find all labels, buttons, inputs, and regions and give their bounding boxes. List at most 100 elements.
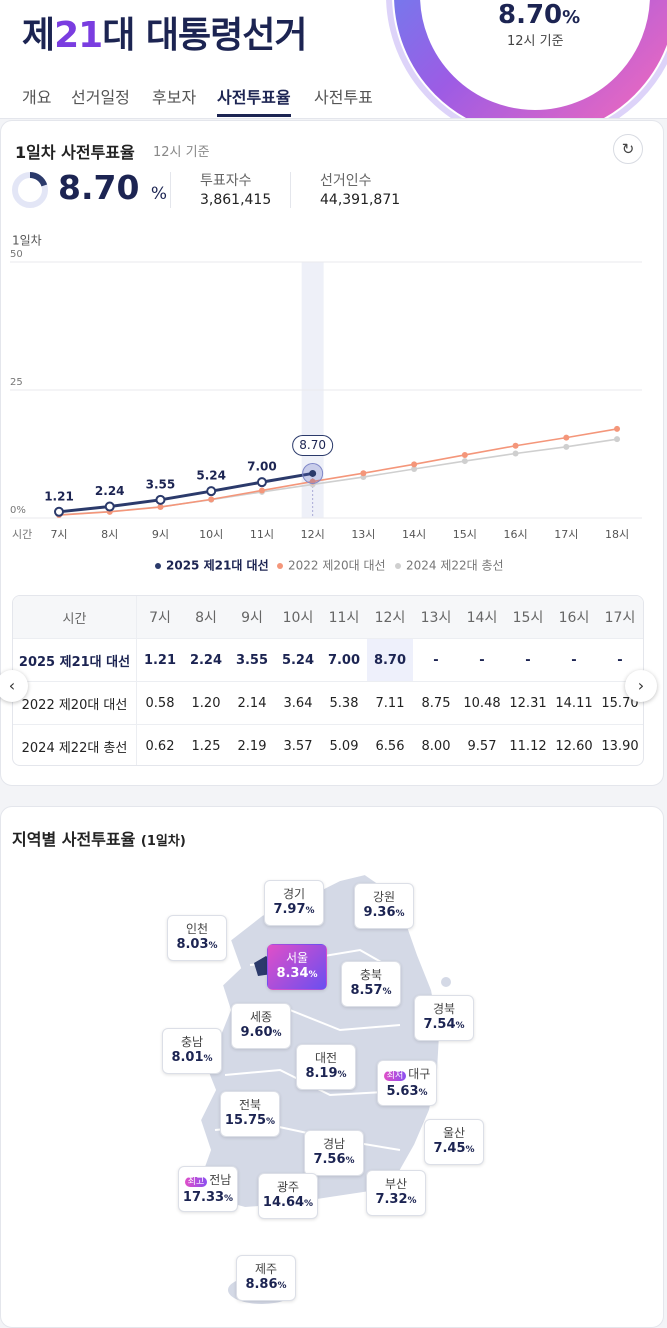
donut <box>12 171 48 208</box>
point <box>258 487 265 494</box>
region-box: 광주 14.64% <box>258 1173 318 1219</box>
region-name-row: 경북 <box>415 1002 473 1016</box>
region-name: 전남 <box>209 1173 232 1187</box>
region-value: 8.19% <box>297 1065 355 1084</box>
value-label: 3.55 <box>146 477 176 491</box>
region-name: 울산 <box>442 1126 466 1140</box>
value-label: 5.24 <box>196 469 226 483</box>
region-name: 인천 <box>185 922 209 936</box>
voters-label: 투표자수 <box>200 173 252 189</box>
nav-tab[interactable]: 후보자 <box>152 88 197 107</box>
region-value-number: 5.63 <box>386 1084 419 1099</box>
region-value: 7.56% <box>305 1151 363 1170</box>
region-box: 부산 7.32% <box>366 1170 426 1216</box>
page-title: 제21대 대통령선거 <box>22 6 308 58</box>
nav-tab[interactable]: 선거일정 <box>71 88 130 107</box>
table-col-header: 10시 <box>275 596 321 639</box>
row-label: 2024 제22대 총선 <box>13 724 137 765</box>
point <box>563 443 570 450</box>
region-value: 8.01% <box>163 1049 221 1068</box>
region-name-row: 서울 <box>268 951 326 965</box>
region-box: 경남 7.56% <box>304 1130 364 1176</box>
region-value: 5.63% <box>378 1083 436 1102</box>
region-unit: % <box>455 1021 465 1031</box>
electorate-value: 44,391,871 <box>320 192 401 208</box>
series-line <box>58 428 618 516</box>
region-box: 울산 7.45% <box>424 1119 484 1165</box>
region-value-number: 8.01 <box>171 1050 204 1065</box>
table-wrap: 시간 7시 8시 9시 10시 11시 12시 13시 14시 15시 16시 17시 2025 제21… <box>12 595 644 766</box>
nav-tab[interactable]: 사전투표 <box>314 88 373 107</box>
value-pill <box>292 434 334 456</box>
x-tick-label: 9시 <box>152 528 169 541</box>
series-line <box>58 471 313 514</box>
region-value: 15.75% <box>221 1112 279 1131</box>
region-value: 7.45% <box>425 1140 483 1159</box>
nav-tab[interactable]: 개요 <box>22 88 52 107</box>
nav-tab[interactable]: 사전투표율 <box>217 84 291 117</box>
region-value: 9.60% <box>232 1024 290 1043</box>
value-label: 7.00 <box>247 460 277 474</box>
x-tick-label: 8시 <box>101 528 118 541</box>
title-number: 21 <box>54 15 103 56</box>
table-cell: 2.14 <box>229 681 275 725</box>
region-value-number: 7.54 <box>423 1017 456 1032</box>
table-cell: 11.12 <box>505 724 551 765</box>
table-cell: 8.75 <box>413 681 459 725</box>
rate-unit: % <box>562 7 581 28</box>
region-name: 제주 <box>254 1262 278 1276</box>
region-unit: % <box>345 1156 355 1166</box>
card-title: 1일차 사전투표율 <box>15 143 135 162</box>
region-box: 서울 8.34% <box>267 944 327 990</box>
region-value-number: 15.75 <box>224 1113 267 1128</box>
table-cell: 0.58 <box>136 681 183 725</box>
table-cell: 8.00 <box>413 724 459 765</box>
table-cell: 2.24 <box>183 638 229 682</box>
table-cell: 0.62 <box>136 724 183 765</box>
refresh-button[interactable]: ↻ <box>613 134 643 164</box>
region-value-number: 14.64 <box>262 1195 305 1210</box>
scroll-left[interactable]: ‹ <box>0 670 28 702</box>
region-value-number: 8.57 <box>350 983 383 998</box>
x-tick-label: 18시 <box>605 528 629 541</box>
header: 제21대 대통령선거 8.70% 12시 기준 개요 선거일정 후보자 사전투표율 사전… <box>0 0 667 119</box>
region-name: 강원 <box>372 890 396 904</box>
table-row: 2024 제22대 총선 0.62 1.25 2.19 3.57 5.09 6.56 8.00… <box>13 724 643 765</box>
region-name-row: 충남 <box>163 1035 221 1049</box>
region-value-number: 7.32 <box>375 1192 408 1207</box>
y-tick-label: 0% <box>10 505 26 516</box>
title-part: 대 대통령선거 <box>102 15 307 56</box>
region-box: 강원 9.36% <box>354 883 414 929</box>
table-col-header: 15시 <box>505 596 551 639</box>
region-value-number: 7.97 <box>273 902 306 917</box>
table-cell: - <box>505 638 551 682</box>
point <box>461 451 468 458</box>
point <box>256 477 267 488</box>
table-col-header: 9시 <box>229 596 275 639</box>
legend-swatch <box>277 563 283 569</box>
table-header: 시간 <box>13 596 137 639</box>
region-name-row: 울산 <box>425 1126 483 1140</box>
region-unit: % <box>224 1194 234 1204</box>
legend-label: 2024 제22대 총선 <box>406 559 504 573</box>
summary-rate: 8.70 % <box>58 168 167 207</box>
point <box>208 496 215 503</box>
point <box>512 442 519 449</box>
table-row: 2025 제21대 대선 1.21 2.24 3.55 5.24 7.00 8.70- - - -… <box>13 638 643 682</box>
row-label: 2025 제21대 대선 <box>13 638 137 682</box>
point <box>614 425 621 432</box>
point <box>309 469 317 477</box>
region-name: 대구 <box>408 1067 431 1081</box>
x-tick-label: 11시 <box>250 528 274 541</box>
scroll-right[interactable]: › <box>625 670 657 702</box>
region-name: 대전 <box>314 1051 338 1065</box>
table-col-header: 13시 <box>413 596 459 639</box>
value-label: 2.24 <box>95 484 125 498</box>
table-header-row: 시간 7시 8시 9시 10시 11시 12시 13시 14시 15시 16시 17시 <box>13 596 643 639</box>
rate-unit: % <box>150 184 168 204</box>
table-cell: 13.90 <box>597 724 643 765</box>
table-cell: 7.00 <box>321 638 367 682</box>
region-value-number: 7.56 <box>313 1152 346 1167</box>
table-cell: 10.48 <box>459 681 505 725</box>
region-name-row: 부산 <box>367 1177 425 1191</box>
